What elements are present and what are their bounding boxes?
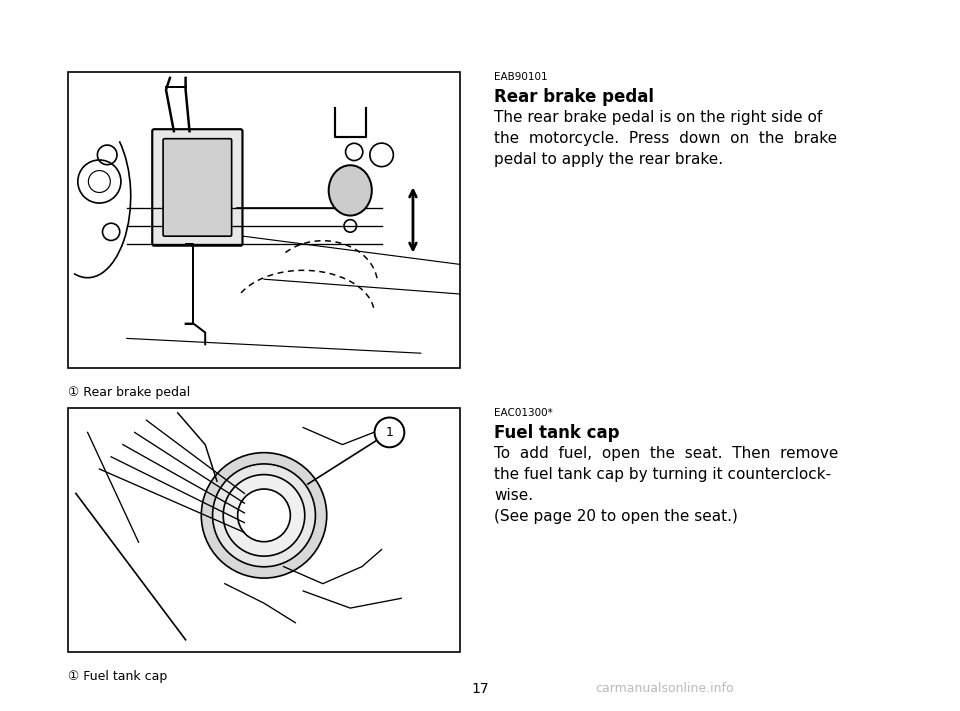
Text: To  add  fuel,  open  the  seat.  Then  remove: To add fuel, open the seat. Then remove	[494, 446, 838, 461]
Circle shape	[212, 464, 316, 567]
Bar	[68, 408, 460, 652]
Circle shape	[374, 417, 404, 447]
FancyBboxPatch shape	[153, 129, 243, 246]
Text: wise.: wise.	[494, 488, 533, 503]
Text: 1: 1	[386, 426, 394, 439]
FancyBboxPatch shape	[163, 139, 231, 236]
Ellipse shape	[328, 165, 372, 215]
Text: 17: 17	[471, 682, 489, 696]
Text: pedal to apply the rear brake.: pedal to apply the rear brake.	[494, 152, 723, 167]
Text: ① Rear brake pedal: ① Rear brake pedal	[68, 386, 190, 399]
Bar	[68, 72, 460, 368]
Text: Rear brake pedal: Rear brake pedal	[494, 88, 654, 106]
Text: EAC01300*: EAC01300*	[494, 408, 553, 418]
Text: (See page 20 to open the seat.): (See page 20 to open the seat.)	[494, 509, 738, 524]
Text: the fuel tank cap by turning it counterclock-: the fuel tank cap by turning it counterc…	[494, 467, 831, 482]
Circle shape	[224, 474, 304, 556]
Circle shape	[238, 489, 290, 542]
Text: EAB90101: EAB90101	[494, 72, 547, 82]
Text: Fuel tank cap: Fuel tank cap	[494, 424, 619, 442]
Circle shape	[202, 453, 326, 578]
Text: carmanualsonline.info: carmanualsonline.info	[595, 683, 733, 695]
Text: the  motorcycle.  Press  down  on  the  brake: the motorcycle. Press down on the brake	[494, 131, 837, 146]
Text: ① Fuel tank cap: ① Fuel tank cap	[68, 670, 167, 683]
Text: The rear brake pedal is on the right side of: The rear brake pedal is on the right sid…	[494, 110, 823, 125]
